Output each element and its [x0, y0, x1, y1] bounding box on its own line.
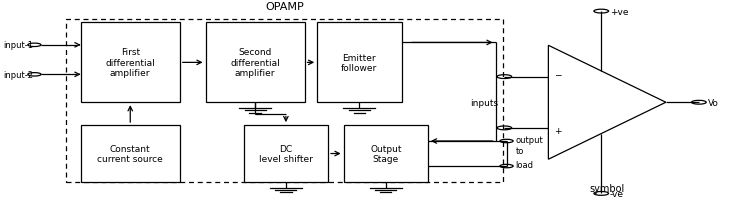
Text: -ve: -ve	[610, 189, 624, 198]
Bar	[317, 23, 402, 103]
Text: inputs: inputs	[470, 98, 498, 107]
Text: OPAMP: OPAMP	[265, 2, 304, 12]
Text: DC
level shifter: DC level shifter	[259, 144, 312, 163]
Text: Second
differential
amplifier: Second differential amplifier	[230, 48, 280, 78]
Text: input-2: input-2	[4, 70, 34, 79]
Text: input-1: input-1	[4, 41, 34, 50]
Text: load: load	[515, 160, 534, 169]
Text: Output
Stage: Output Stage	[370, 144, 402, 163]
Text: Constant
current source: Constant current source	[97, 144, 163, 163]
Bar	[343, 125, 428, 182]
Text: +: +	[554, 127, 562, 136]
Text: symbol: symbol	[590, 183, 625, 193]
Text: to: to	[515, 146, 524, 155]
Bar	[80, 125, 180, 182]
Bar	[80, 23, 180, 103]
Text: +ve: +ve	[610, 8, 629, 17]
Text: −: −	[554, 70, 562, 79]
Text: Emitter
follower: Emitter follower	[341, 53, 377, 73]
Text: Vo: Vo	[708, 98, 719, 107]
Bar	[244, 125, 328, 182]
Bar	[66, 20, 503, 182]
Text: output: output	[515, 135, 543, 144]
Text: First
differential
amplifier: First differential amplifier	[105, 48, 155, 78]
Bar	[206, 23, 304, 103]
